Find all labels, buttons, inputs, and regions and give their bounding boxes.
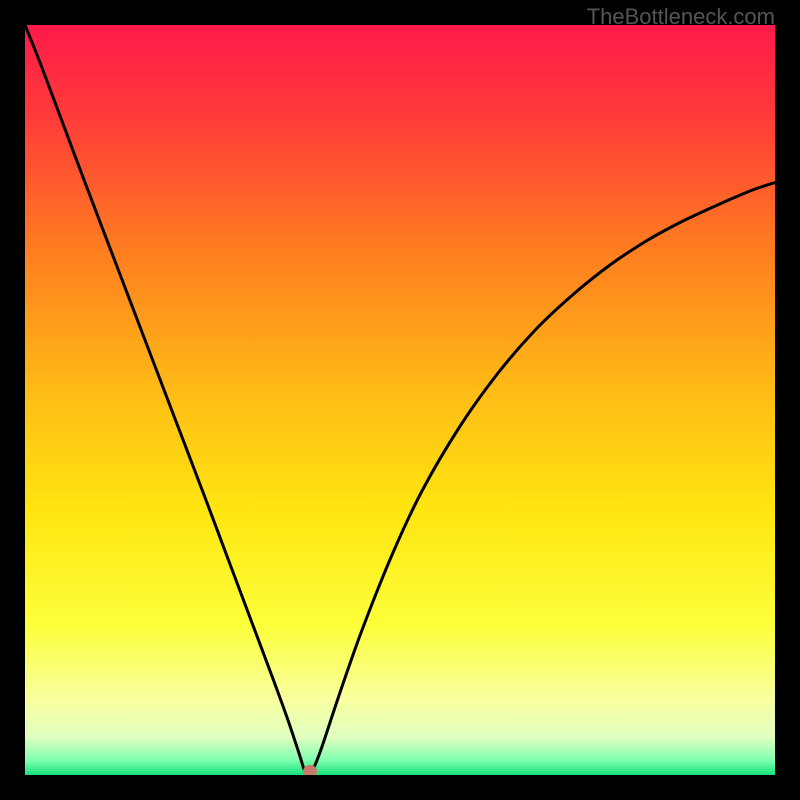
curve-path: [25, 25, 775, 775]
bottleneck-curve: [25, 25, 775, 775]
outer-frame: TheBottleneck.com: [0, 0, 800, 800]
watermark-text: TheBottleneck.com: [587, 4, 775, 30]
plot-area: [25, 25, 775, 775]
optimal-point-marker: [303, 765, 317, 775]
